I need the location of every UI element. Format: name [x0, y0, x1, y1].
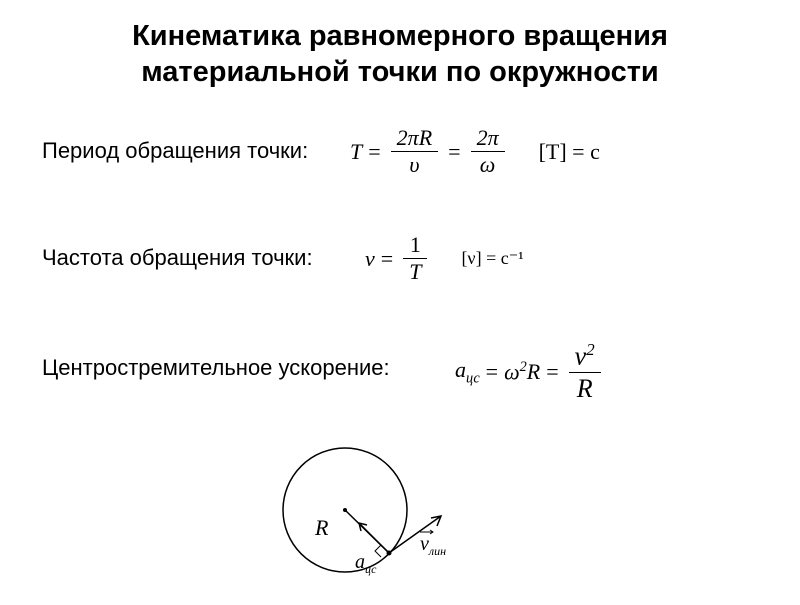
period-frac1: 2πR υ — [391, 125, 438, 179]
freq-frac-num: 1 — [403, 232, 427, 259]
freq-unit: [ν] = c⁻¹ — [461, 248, 523, 269]
right-angle-marker — [375, 545, 381, 557]
equals: = — [486, 359, 498, 385]
point-on-circle — [387, 551, 392, 556]
equals: = — [381, 246, 393, 272]
period-label: Период обращения точки: — [42, 138, 308, 164]
freq-frac-den: T — [403, 259, 427, 285]
frequency-row: Частота обращения точки: — [42, 245, 313, 271]
diagram-R-label: R — [314, 515, 329, 540]
equals: = — [368, 139, 380, 165]
frequency-formula: ν = 1 T [ν] = c⁻¹ — [365, 232, 524, 286]
diagram-svg: R aцс vлин — [255, 440, 555, 600]
period-frac2: 2π ω — [471, 125, 505, 179]
accel-vector — [359, 523, 389, 553]
accel-formula: aцс = ω2R = v2 R — [455, 340, 605, 404]
period-formula: T = 2πR υ = 2π ω [T] = c — [350, 125, 600, 179]
accel-R: R — [527, 359, 540, 385]
title-line-2: материальной точки по окружности — [141, 56, 659, 88]
freq-frac: 1 T — [403, 232, 427, 286]
period-frac2-num: 2π — [471, 125, 505, 152]
period-T: T — [350, 139, 362, 165]
period-frac1-num: 2πR — [391, 125, 438, 152]
accel-label: Центростремительное ускорение: — [42, 355, 390, 381]
freq-nu: ν — [365, 246, 375, 272]
period-unit: [T] = c — [539, 139, 600, 165]
circle-diagram: R aцс vлин — [255, 440, 555, 600]
accel-omega: ω2 — [504, 359, 527, 385]
diagram-v-label: vлин — [420, 533, 446, 558]
page-title: Кинематика равномерного вращения материа… — [0, 0, 800, 91]
accel-a: aцс — [455, 357, 480, 387]
accel-frac-den: R — [569, 373, 601, 404]
equals: = — [546, 359, 558, 385]
title-line-1: Кинематика равномерного вращения — [132, 20, 668, 52]
accel-frac-num: v2 — [569, 340, 601, 373]
accel-row: Центростремительное ускорение: — [42, 355, 390, 381]
accel-frac: v2 R — [569, 340, 601, 404]
equals: = — [448, 139, 460, 165]
period-frac1-den: υ — [391, 152, 438, 178]
diagram-a-label: aцс — [355, 551, 377, 576]
frequency-label: Частота обращения точки: — [42, 245, 313, 271]
period-row: Период обращения точки: — [42, 138, 308, 164]
period-frac2-den: ω — [471, 152, 505, 178]
